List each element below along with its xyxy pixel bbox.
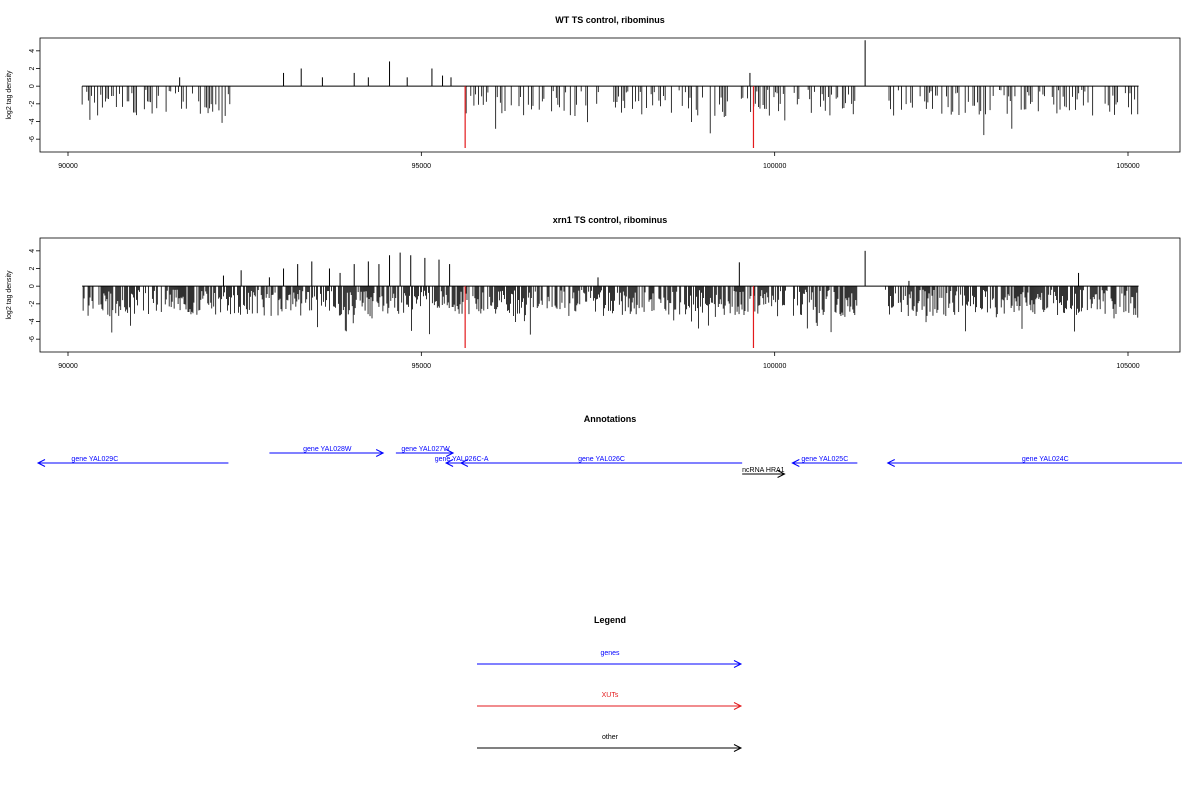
feature-label: gene YAL026C-A xyxy=(435,456,489,463)
feature-arrowhead xyxy=(886,459,895,467)
legend-item-genes: genes xyxy=(477,650,743,668)
y-tick-label: 2 xyxy=(29,266,36,270)
x-tick-label: 105000 xyxy=(1116,163,1139,170)
feature-tracks: gene YAL029C gene YAL028W gene YAL027W gene… xyxy=(36,446,1182,478)
feature-arrowhead xyxy=(445,449,455,457)
x-tick-label: 100000 xyxy=(763,363,786,370)
feature-ncrna-hra1: ncRNA HRA1 xyxy=(742,467,786,478)
y-tick-label: -6 xyxy=(29,336,36,342)
x-tick-label: 90000 xyxy=(58,163,78,170)
plot-frame xyxy=(39,37,1181,153)
y-tick-label: 4 xyxy=(29,249,36,253)
y-tick-label: 4 xyxy=(29,49,36,53)
x-tick-label: 95000 xyxy=(412,163,432,170)
legend-item-other: other xyxy=(477,734,743,752)
feature-label: gene YAL029C xyxy=(71,456,118,463)
y-tick-label: -6 xyxy=(29,136,36,142)
legend-label: XUTs xyxy=(602,692,619,699)
feature-gene-yal026c-a: gene YAL026C-A xyxy=(435,456,489,467)
legend-arrowhead xyxy=(733,660,743,668)
feature-label: ncRNA HRA1 xyxy=(742,467,785,474)
y-axis-label: log2 tag density xyxy=(6,270,13,320)
x-tick-label: 95000 xyxy=(412,363,432,370)
feature-gene-yal028w: gene YAL028W xyxy=(269,446,385,457)
y-tick-label: 2 xyxy=(29,66,36,70)
legend-items: genes XUTs other xyxy=(477,650,743,752)
feature-label: gene YAL024C xyxy=(1022,456,1069,463)
feature-gene-yal029c: gene YAL029C xyxy=(36,456,229,467)
y-tick-label: 0 xyxy=(29,284,36,288)
feature-arrowhead xyxy=(777,470,786,478)
annotations-title: Annotations xyxy=(584,414,637,424)
legend-label: other xyxy=(602,734,619,741)
legend-item-xuts: XUTs xyxy=(477,692,743,710)
bars xyxy=(82,250,1139,348)
axis-ticks: 4 2 0 -2 -4 -6 90000 95000 100000 105000 xyxy=(29,49,1140,170)
y-tick-label: -4 xyxy=(29,118,36,124)
legend-arrowhead xyxy=(733,744,743,752)
xrn1-chart-panel: xrn1 TS control, ribominus log2 tag dens… xyxy=(6,215,1181,370)
chart-title: xrn1 TS control, ribominus xyxy=(553,215,668,225)
legend: Legend genes XUTs other xyxy=(477,615,743,752)
feature-gene-yal027w: gene YAL027W xyxy=(395,446,455,457)
x-tick-label: 100000 xyxy=(763,163,786,170)
feature-label: gene YAL027W xyxy=(401,446,450,453)
y-tick-label: -2 xyxy=(29,101,36,107)
feature-gene-yal026c: gene YAL026C xyxy=(459,456,743,467)
plot-frame xyxy=(39,237,1181,353)
axis-ticks: 4 2 0 -2 -4 -6 90000 95000 100000 105000 xyxy=(29,249,1140,370)
y-tick-label: -4 xyxy=(29,318,36,324)
feature-arrowhead xyxy=(36,459,46,467)
feature-arrowhead xyxy=(791,459,800,467)
feature-arrowhead xyxy=(444,459,454,467)
x-tick-label: 105000 xyxy=(1116,363,1139,370)
feature-arrowhead xyxy=(375,449,385,457)
feature-label: gene YAL026C xyxy=(578,456,625,463)
legend-title: Legend xyxy=(594,615,626,625)
feature-label: gene YAL028W xyxy=(303,446,352,453)
x-tick-label: 90000 xyxy=(58,363,78,370)
y-axis-label: log2 tag density xyxy=(6,70,13,120)
y-tick-label: 0 xyxy=(29,84,36,88)
wt-chart-panel: WT TS control, ribominus log2 tag densit… xyxy=(6,15,1181,170)
feature-gene-yal024c: gene YAL024C xyxy=(886,456,1182,467)
feature-label: gene YAL025C xyxy=(801,456,848,463)
legend-arrowhead xyxy=(733,702,743,710)
feature-gene-yal025c: gene YAL025C xyxy=(791,456,858,467)
chart-title: WT TS control, ribominus xyxy=(555,15,665,25)
legend-label: genes xyxy=(600,650,620,657)
y-tick-label: -2 xyxy=(29,301,36,307)
bars xyxy=(81,40,1139,148)
feature-arrowhead xyxy=(459,459,469,467)
